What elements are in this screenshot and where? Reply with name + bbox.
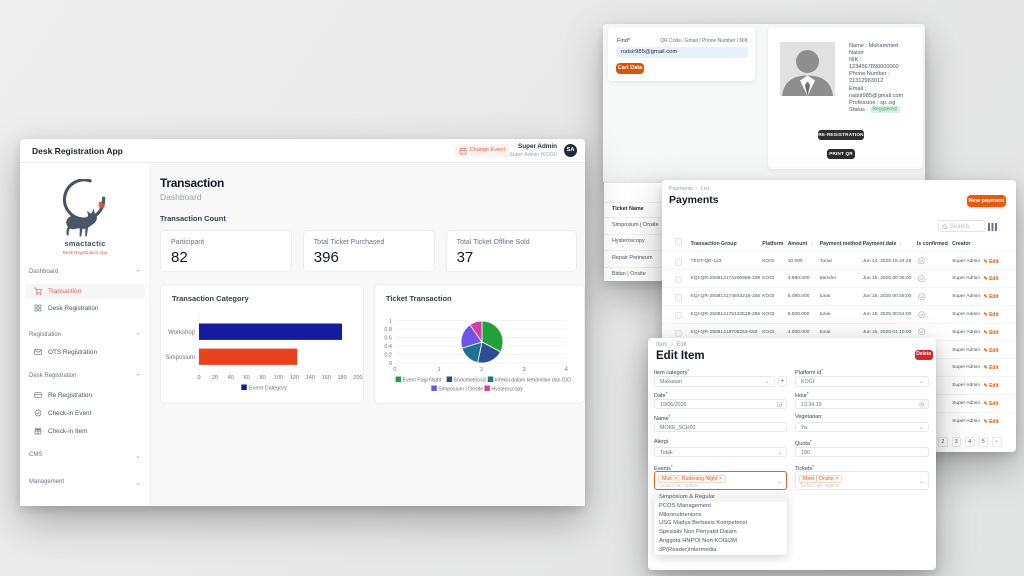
svg-text:120: 120 <box>290 375 299 381</box>
svg-text:60: 60 <box>244 375 250 381</box>
svg-text:1: 1 <box>389 319 392 325</box>
svg-text:4: 4 <box>565 367 568 373</box>
svg-text:180: 180 <box>338 375 347 381</box>
svg-text:0.6: 0.6 <box>384 336 392 342</box>
svg-text:Event Pagi Night: Event Pagi Night <box>402 377 441 383</box>
svg-text:0: 0 <box>389 361 392 367</box>
svg-text:0: 0 <box>197 375 200 381</box>
svg-text:0.4: 0.4 <box>384 344 392 350</box>
svg-text:Simposium | Onsite: Simposium | Onsite <box>438 386 483 392</box>
svg-text:200: 200 <box>353 375 362 381</box>
svg-text:1: 1 <box>438 367 441 373</box>
svg-text:140: 140 <box>306 375 315 381</box>
svg-text:40: 40 <box>228 375 234 381</box>
svg-text:Infeksi dalam kehamilan dan ID: Infeksi dalam kehamilan dan IDO <box>495 377 571 383</box>
svg-text:Workshop: Workshop <box>168 330 196 336</box>
svg-text:3: 3 <box>522 367 525 373</box>
svg-text:Endometriosis: Endometriosis <box>453 377 486 383</box>
svg-text:0: 0 <box>393 367 396 373</box>
svg-text:0.2: 0.2 <box>384 353 392 359</box>
svg-text:20: 20 <box>212 375 218 381</box>
svg-text:100: 100 <box>274 375 283 381</box>
svg-text:80: 80 <box>260 375 266 381</box>
svg-text:160: 160 <box>322 375 331 381</box>
svg-text:2: 2 <box>480 367 483 373</box>
svg-text:Hysteroscopy: Hysteroscopy <box>491 386 523 392</box>
svg-text:0.8: 0.8 <box>384 327 392 333</box>
svg-text:Simposium: Simposium <box>165 355 195 361</box>
svg-text:Event Category: Event Category <box>249 385 287 391</box>
